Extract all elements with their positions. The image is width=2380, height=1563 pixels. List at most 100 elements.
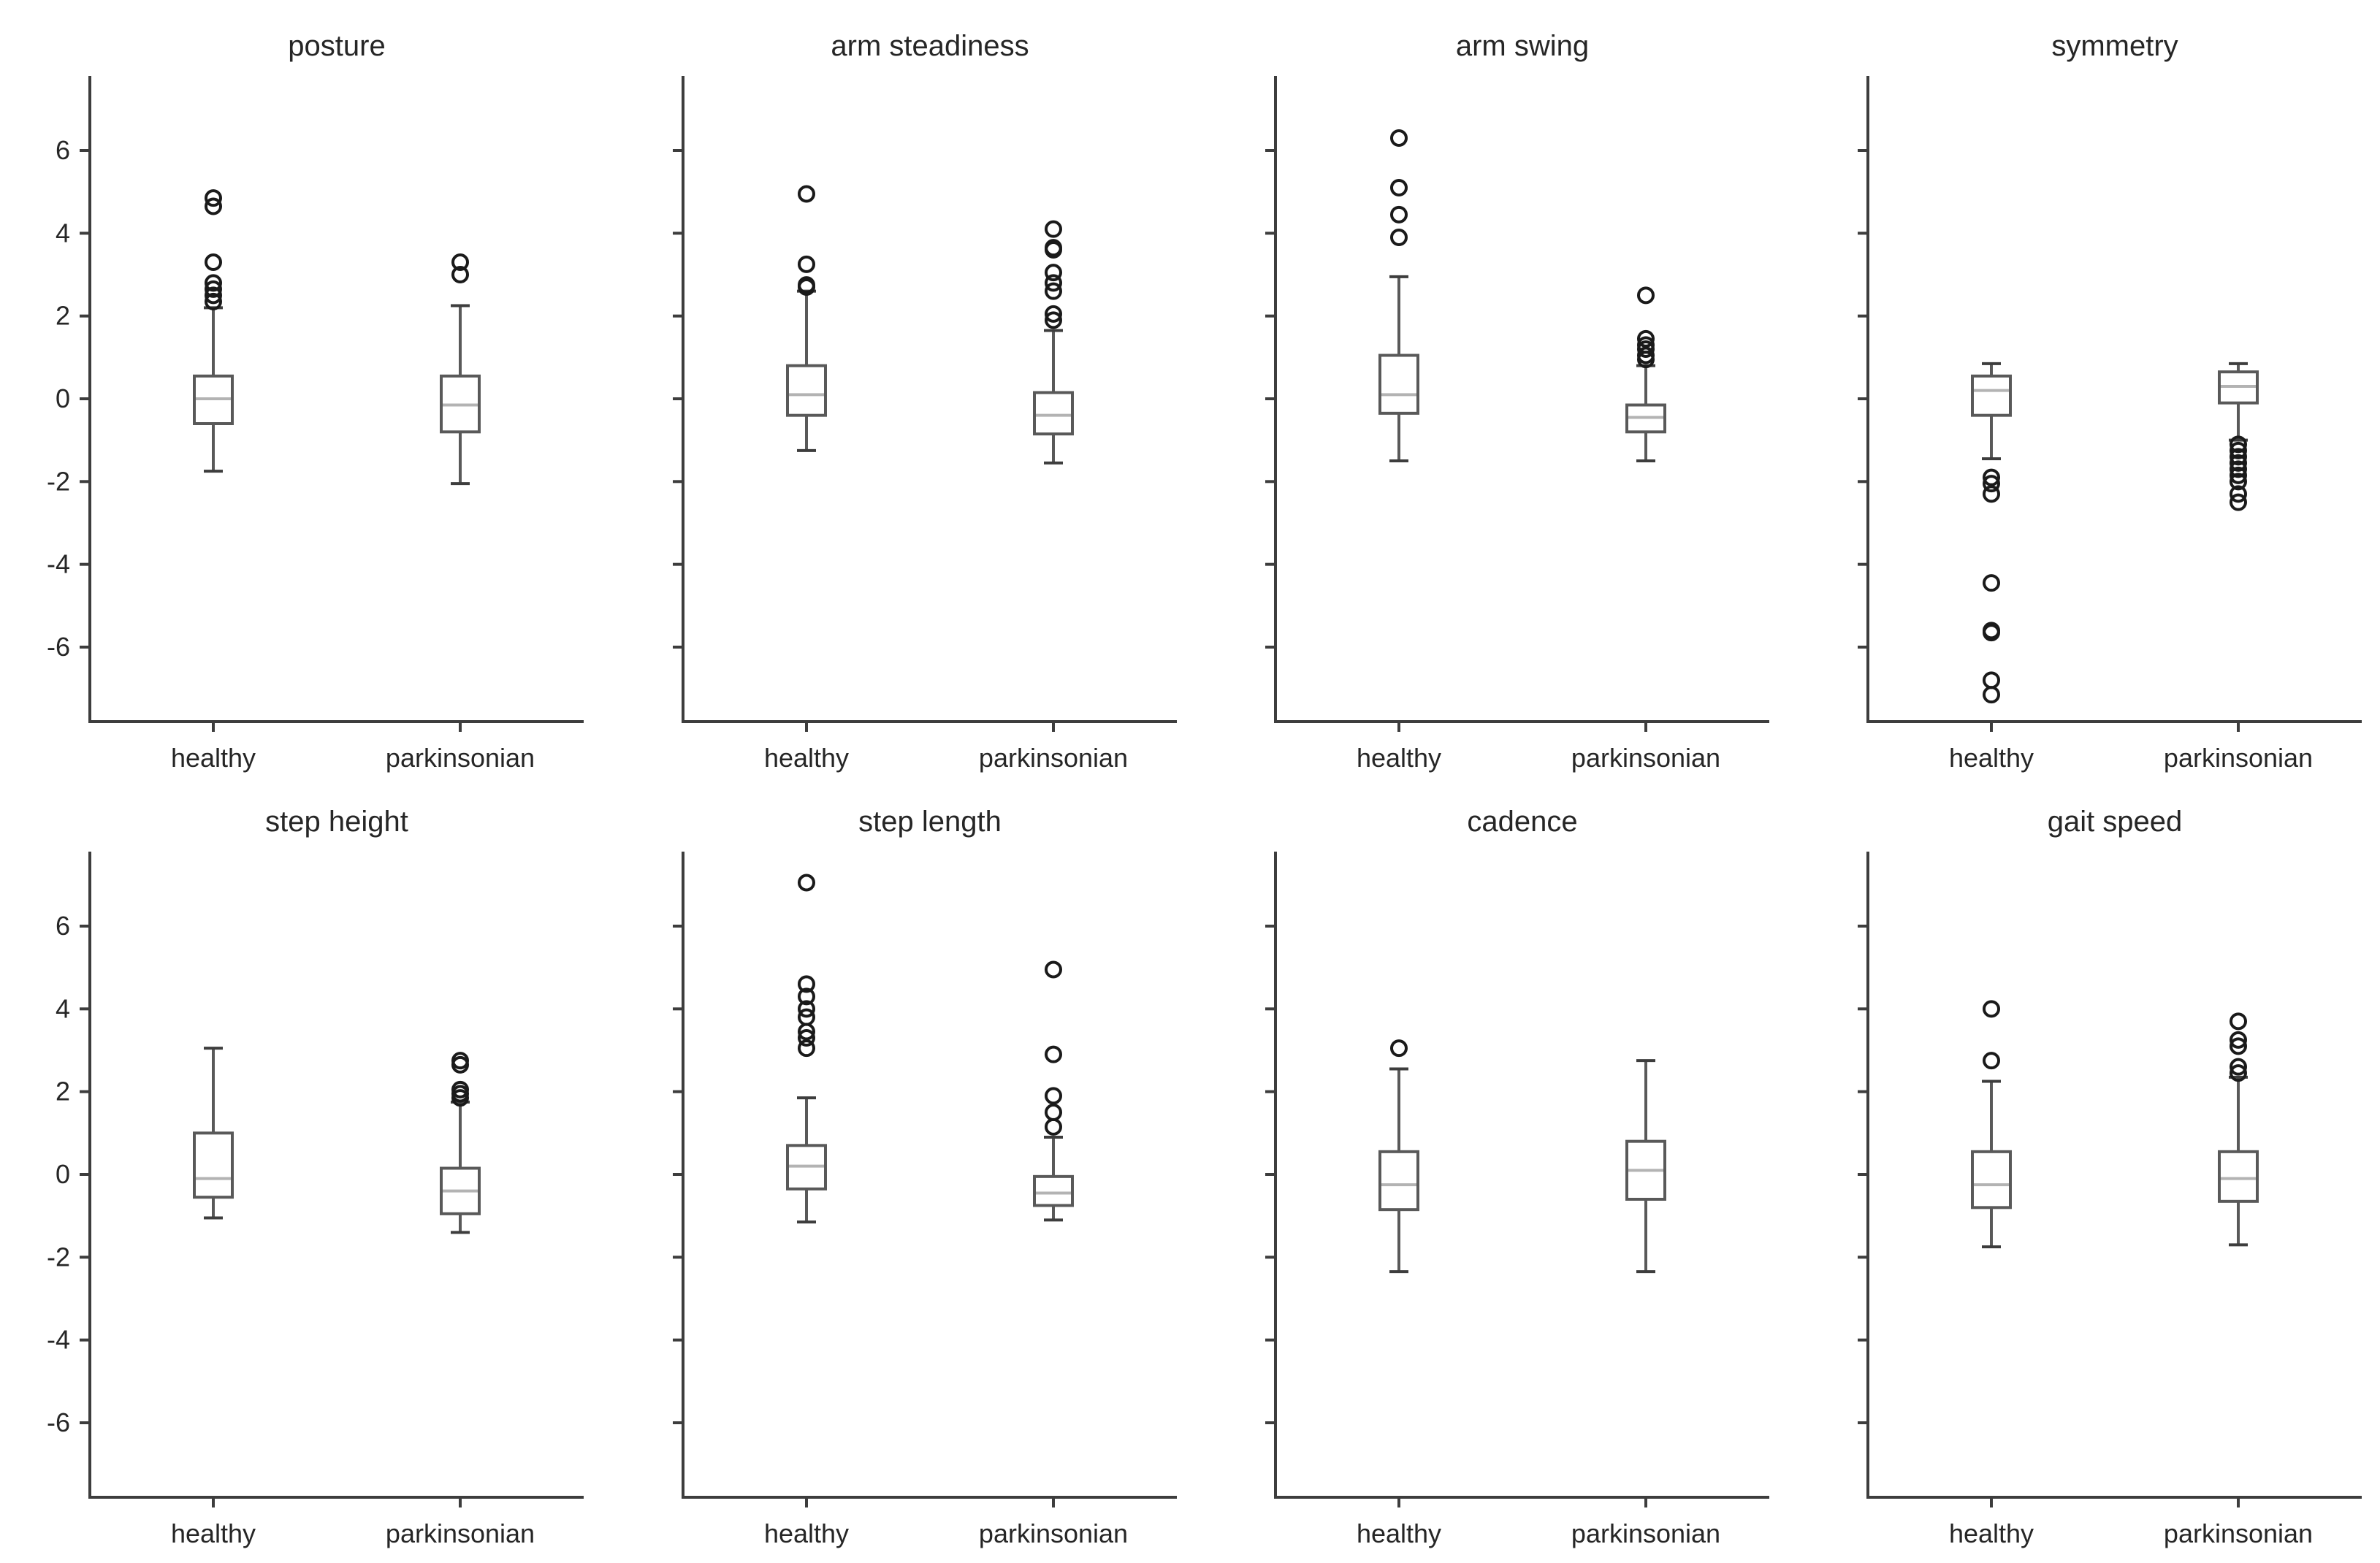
panel-title: arm swing xyxy=(1456,30,1589,62)
outlier-point xyxy=(1045,282,1062,300)
y-tick-label: -6 xyxy=(47,1407,70,1437)
outlier-point xyxy=(451,1080,469,1098)
panel-posture: posture -6 -4 -2 0 2 4 6 healthy parkinsonian xyxy=(47,30,584,773)
outlier-point xyxy=(2230,448,2247,466)
outlier-point xyxy=(205,292,222,310)
axis-spine xyxy=(1866,76,2362,723)
outlier-point xyxy=(1983,468,2000,486)
outlier-point xyxy=(1045,305,1062,323)
outlier-point xyxy=(798,255,815,273)
outlier-point xyxy=(2230,1037,2247,1055)
outlier-point xyxy=(1045,239,1062,257)
y-tick-label: -6 xyxy=(47,632,70,662)
outlier-point xyxy=(1045,1104,1062,1121)
iqr-box xyxy=(1378,354,1419,415)
outlier-point xyxy=(1983,1052,2000,1070)
outlier-point xyxy=(1983,1000,2000,1018)
box-healthy xyxy=(786,185,827,452)
outlier-point xyxy=(1390,229,1408,246)
outlier-point xyxy=(205,280,222,298)
box-parkinsonian xyxy=(1033,220,1074,465)
outlier-point xyxy=(2230,435,2247,454)
x-tick-label: parkinsonian xyxy=(386,1518,535,1548)
box-healthy xyxy=(1971,1000,2012,1249)
x-tick-label: healthy xyxy=(171,743,256,773)
panel-title: posture xyxy=(288,30,385,62)
outlier-point xyxy=(798,1039,815,1058)
panel-title: gait speed xyxy=(2048,806,2183,838)
outlier-point xyxy=(205,274,222,292)
iqr-box xyxy=(1033,1174,1074,1207)
outlier-point xyxy=(1637,329,1655,348)
y-tick-label: 6 xyxy=(56,911,70,941)
outlier-point xyxy=(451,253,469,271)
axis-spine xyxy=(1866,852,2362,1499)
outlier-point xyxy=(205,253,222,271)
iqr-box xyxy=(1971,1150,2012,1209)
outlier-point xyxy=(798,975,815,993)
panel-step-length: step length healthy parkinsonian xyxy=(673,806,1177,1548)
x-tick-label: parkinsonian xyxy=(386,743,535,773)
iqr-box xyxy=(1971,374,2012,417)
x-tick-label: healthy xyxy=(1357,743,1441,773)
outlier-point xyxy=(2230,1031,2247,1049)
panel-title: cadence xyxy=(1467,806,1577,838)
axis-spine xyxy=(1274,76,1769,723)
iqr-box xyxy=(1033,391,1074,436)
outlier-point xyxy=(451,1052,469,1070)
x-tick-label: healthy xyxy=(764,743,849,773)
x-tick-label: healthy xyxy=(764,1518,849,1548)
outlier-point xyxy=(2230,466,2247,484)
y-tick-label: 4 xyxy=(56,993,70,1023)
outlier-point xyxy=(2230,441,2247,459)
panel-step-height: step height -6 -4 -2 0 2 4 6 healthy parkinsonian xyxy=(47,806,584,1548)
box-parkinsonian xyxy=(1033,960,1074,1222)
y-tick-label: 6 xyxy=(56,135,70,165)
axis-spine xyxy=(88,852,584,1499)
axis-spine xyxy=(682,76,1177,723)
outlier-point xyxy=(1045,1045,1062,1063)
panel-symmetry: symmetry healthy parkinsonian xyxy=(1858,30,2362,773)
y-tick-label: -2 xyxy=(47,466,70,496)
y-tick-label: -4 xyxy=(47,1325,70,1355)
iqr-box xyxy=(1378,1150,1419,1212)
outlier-point xyxy=(1045,1087,1062,1105)
box-parkinsonian xyxy=(2218,362,2259,511)
panel-title: step length xyxy=(858,806,1002,838)
x-tick-label: parkinsonian xyxy=(979,1518,1128,1548)
x-tick-label: healthy xyxy=(1949,1518,2034,1548)
outlier-point xyxy=(798,276,815,294)
y-tick-label: 4 xyxy=(56,218,70,248)
outlier-point xyxy=(205,197,222,215)
outlier-point xyxy=(1390,179,1408,196)
outlier-point xyxy=(1045,311,1062,329)
outlier-point xyxy=(1983,686,2000,704)
outlier-point xyxy=(1045,960,1062,979)
box-parkinsonian xyxy=(1625,286,1666,462)
outlier-point xyxy=(1390,129,1408,147)
x-tick-label: parkinsonian xyxy=(2164,743,2313,773)
outlier-point xyxy=(798,185,815,203)
outlier-point xyxy=(1045,220,1062,238)
x-tick-label: parkinsonian xyxy=(1571,1518,1720,1548)
outlier-point xyxy=(798,1000,815,1018)
outlier-point xyxy=(451,266,469,283)
outlier-point xyxy=(1637,286,1655,305)
outlier-point xyxy=(1390,205,1408,223)
outlier-point xyxy=(2230,493,2247,511)
x-tick-label: healthy xyxy=(1357,1518,1441,1548)
box-healthy xyxy=(193,1047,234,1220)
outlier-point xyxy=(2230,1012,2247,1031)
x-tick-label: parkinsonian xyxy=(1571,743,1720,773)
outlier-point xyxy=(205,189,222,207)
y-tick-label: 0 xyxy=(56,383,70,413)
outlier-point xyxy=(1390,1039,1408,1058)
outlier-point xyxy=(2230,473,2247,491)
panel-title: symmetry xyxy=(2051,30,2178,62)
outlier-point xyxy=(205,286,222,305)
panel-gait-speed: gait speed healthy parkinsonian xyxy=(1858,806,2362,1548)
box-healthy xyxy=(1971,362,2012,704)
y-tick-label: 2 xyxy=(56,301,70,331)
y-tick-label: -2 xyxy=(47,1242,70,1272)
